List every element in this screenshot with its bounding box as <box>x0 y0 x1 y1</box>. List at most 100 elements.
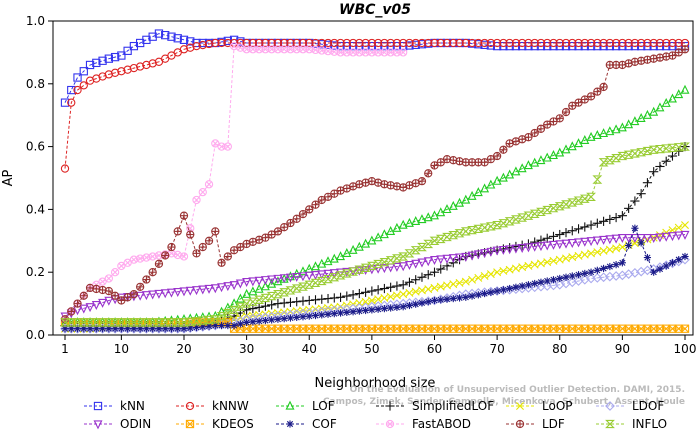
data-point <box>555 114 564 123</box>
data-point <box>611 124 621 134</box>
data-point <box>455 294 464 302</box>
data-point <box>354 265 365 274</box>
data-point <box>267 300 277 310</box>
data-point <box>518 263 527 272</box>
data-point <box>198 242 207 252</box>
data-point <box>122 318 133 327</box>
data-point <box>136 254 145 263</box>
data-point <box>110 291 120 300</box>
data-point <box>674 38 683 48</box>
data-point <box>361 48 370 57</box>
data-point <box>399 38 408 48</box>
data-point <box>398 262 408 272</box>
data-point <box>367 235 377 245</box>
data-point <box>555 229 565 240</box>
data-point <box>186 43 195 52</box>
data-point <box>336 268 346 278</box>
legend-label: LDF <box>542 417 565 431</box>
data-point <box>135 318 146 327</box>
y-axis-label: AP <box>1 169 16 186</box>
data-point <box>72 318 83 327</box>
legend-item-ldf: LDF <box>506 417 565 431</box>
data-point <box>468 275 477 284</box>
data-point <box>179 35 189 44</box>
data-point <box>336 38 345 48</box>
data-point <box>485 222 496 231</box>
data-point <box>173 227 182 236</box>
data-point <box>480 38 489 48</box>
data-point <box>286 45 295 54</box>
data-point <box>442 254 452 264</box>
data-point <box>510 215 521 224</box>
data-point <box>411 287 420 296</box>
data-point <box>373 259 384 269</box>
data-point <box>442 232 452 242</box>
data-point <box>330 310 338 318</box>
data-point <box>348 290 358 300</box>
data-point <box>579 194 590 203</box>
data-point <box>461 38 470 48</box>
data-point <box>417 242 427 252</box>
data-point <box>661 144 672 153</box>
data-point <box>298 282 308 291</box>
data-point <box>247 297 258 306</box>
data-point <box>123 46 132 55</box>
data-point <box>299 313 307 321</box>
data-point <box>355 48 364 57</box>
data-point <box>586 131 596 141</box>
data-point <box>305 205 314 214</box>
data-point <box>154 323 164 334</box>
data-point <box>486 270 495 279</box>
series-line <box>65 89 686 323</box>
data-point <box>624 234 634 243</box>
data-point <box>386 48 395 57</box>
data-point <box>661 97 671 107</box>
data-point <box>268 316 276 324</box>
data-point <box>254 302 264 312</box>
data-point <box>680 324 690 333</box>
data-point <box>605 245 614 254</box>
data-point <box>166 323 177 334</box>
data-point <box>236 43 245 52</box>
data-point <box>60 318 70 327</box>
data-point <box>455 253 465 263</box>
data-point <box>667 143 678 153</box>
data-point <box>624 59 633 68</box>
data-point <box>254 283 264 293</box>
data-point <box>85 323 95 334</box>
data-point <box>655 38 665 48</box>
data-point <box>680 45 690 54</box>
data-point <box>98 56 107 65</box>
legend-label: ODIN <box>120 417 151 431</box>
x-tick-label: 80 <box>552 342 567 356</box>
data-point <box>279 288 290 297</box>
data-point <box>611 38 621 48</box>
data-point <box>629 149 640 158</box>
data-point <box>486 247 496 257</box>
data-point <box>104 70 113 79</box>
data-point <box>348 48 358 57</box>
data-point <box>386 292 395 301</box>
data-point <box>198 40 207 50</box>
data-point <box>249 318 257 326</box>
data-point <box>217 306 227 316</box>
data-point <box>586 38 596 48</box>
data-point <box>605 235 615 245</box>
data-point <box>392 281 402 291</box>
legend-item-knnw: kNNW <box>176 399 249 413</box>
data-point <box>104 54 113 63</box>
data-point <box>273 290 283 299</box>
data-point <box>103 323 114 334</box>
legend-marker <box>286 420 294 428</box>
data-point <box>455 197 465 207</box>
data-point <box>91 318 102 327</box>
data-point <box>361 287 371 297</box>
data-point <box>273 38 283 48</box>
data-point <box>536 259 545 268</box>
data-point <box>455 38 464 48</box>
data-point <box>204 284 214 294</box>
data-point <box>598 158 609 167</box>
data-point <box>104 296 114 306</box>
data-point <box>561 144 571 154</box>
data-point <box>342 48 351 57</box>
